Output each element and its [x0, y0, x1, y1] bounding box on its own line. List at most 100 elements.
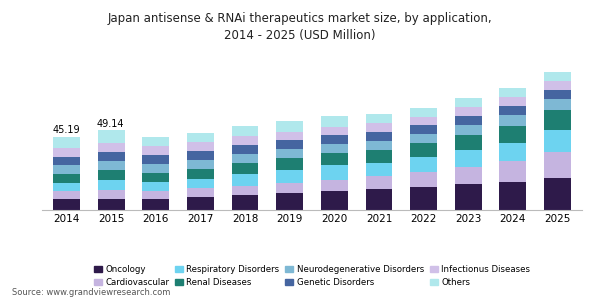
Bar [142, 137, 169, 146]
Bar [365, 123, 392, 132]
Bar [499, 106, 526, 115]
Bar [455, 135, 482, 150]
Bar [544, 110, 571, 130]
Bar [142, 191, 169, 199]
Bar [98, 190, 125, 199]
Bar [98, 130, 125, 143]
Bar [410, 143, 437, 157]
Bar [232, 136, 259, 145]
Bar [187, 188, 214, 197]
Bar [98, 143, 125, 152]
Bar [276, 121, 303, 132]
Bar [187, 179, 214, 188]
Bar [142, 173, 169, 182]
Bar [232, 163, 259, 173]
Bar [98, 170, 125, 179]
Bar [321, 136, 348, 144]
Bar [410, 108, 437, 116]
Bar [142, 146, 169, 155]
Bar [53, 174, 80, 183]
Bar [455, 116, 482, 125]
Bar [410, 125, 437, 134]
Text: Japan antisense & RNAi therapeutics market size, by application,
2014 - 2025 (US: Japan antisense & RNAi therapeutics mark… [107, 12, 493, 42]
Bar [321, 127, 348, 136]
Bar [53, 183, 80, 191]
Bar [232, 195, 259, 210]
Bar [142, 155, 169, 164]
Bar [365, 132, 392, 141]
Bar [455, 107, 482, 116]
Bar [98, 152, 125, 161]
Text: 45.19: 45.19 [52, 125, 80, 136]
Bar [410, 172, 437, 187]
Bar [410, 134, 437, 143]
Bar [455, 184, 482, 210]
Bar [232, 173, 259, 186]
Bar [321, 180, 348, 191]
Legend: Oncology, Cardiovascular, Respiratory Disorders, Renal Diseases, Neurodegenerati: Oncology, Cardiovascular, Respiratory Di… [91, 261, 533, 290]
Bar [321, 153, 348, 165]
Bar [276, 140, 303, 149]
Bar [187, 169, 214, 179]
Bar [53, 191, 80, 199]
Bar [544, 99, 571, 110]
Bar [499, 182, 526, 210]
Bar [410, 116, 437, 125]
Bar [232, 154, 259, 163]
Bar [499, 88, 526, 98]
Bar [544, 178, 571, 210]
Bar [232, 126, 259, 136]
Bar [321, 116, 348, 127]
Bar [365, 176, 392, 189]
Bar [98, 179, 125, 190]
Bar [544, 130, 571, 152]
Bar [410, 187, 437, 210]
Bar [365, 141, 392, 150]
Bar [544, 81, 571, 90]
Bar [98, 161, 125, 170]
Bar [53, 157, 80, 165]
Bar [276, 158, 303, 170]
Bar [53, 165, 80, 174]
Bar [455, 167, 482, 184]
Bar [455, 98, 482, 107]
Bar [276, 183, 303, 194]
Bar [499, 126, 526, 143]
Bar [544, 72, 571, 81]
Bar [187, 151, 214, 160]
Bar [365, 163, 392, 176]
Bar [187, 142, 214, 151]
Bar [544, 90, 571, 99]
Bar [53, 148, 80, 157]
Bar [142, 182, 169, 191]
Bar [187, 197, 214, 210]
Bar [499, 98, 526, 106]
Bar [187, 160, 214, 169]
Bar [455, 150, 482, 167]
Bar [142, 199, 169, 210]
Bar [187, 133, 214, 142]
Bar [499, 143, 526, 160]
Bar [455, 125, 482, 135]
Text: 49.14: 49.14 [97, 119, 124, 129]
Bar [321, 191, 348, 210]
Text: Source: www.grandviewresearch.com: Source: www.grandviewresearch.com [12, 288, 170, 297]
Bar [321, 144, 348, 153]
Bar [53, 199, 80, 210]
Bar [142, 164, 169, 173]
Bar [499, 160, 526, 182]
Bar [276, 170, 303, 183]
Bar [232, 145, 259, 154]
Bar [276, 132, 303, 140]
Bar [276, 194, 303, 210]
Bar [98, 199, 125, 210]
Bar [276, 149, 303, 158]
Bar [365, 189, 392, 210]
Bar [544, 152, 571, 178]
Bar [499, 115, 526, 126]
Bar [410, 157, 437, 172]
Bar [365, 150, 392, 163]
Bar [53, 137, 80, 148]
Bar [365, 114, 392, 123]
Bar [321, 165, 348, 180]
